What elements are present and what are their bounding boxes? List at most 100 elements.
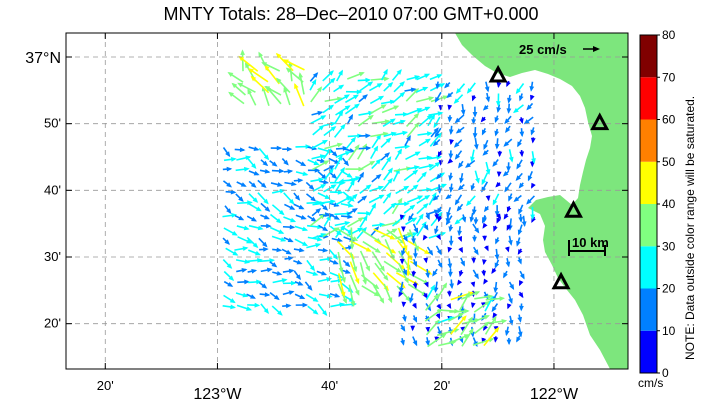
current-vector <box>436 173 442 180</box>
current-vector <box>294 281 304 286</box>
current-vector <box>466 82 476 94</box>
current-vector <box>359 250 371 272</box>
current-vector <box>293 203 305 210</box>
current-vector <box>329 189 344 195</box>
current-vector <box>470 302 476 309</box>
current-vector <box>328 249 339 260</box>
current-vector <box>516 335 521 343</box>
current-vector <box>335 151 352 158</box>
current-vector <box>494 259 500 269</box>
current-vector <box>416 73 431 81</box>
current-vector <box>454 215 466 225</box>
current-vector <box>432 139 441 147</box>
current-vector <box>311 110 324 116</box>
colorbar-tick-label: 10 <box>662 324 676 338</box>
current-vector <box>340 202 354 208</box>
current-vector <box>317 303 328 317</box>
current-vector <box>371 158 382 170</box>
current-vector <box>430 127 439 138</box>
current-vector <box>346 227 364 237</box>
current-vector <box>234 147 246 153</box>
current-vector <box>429 183 448 192</box>
current-vector <box>246 236 259 249</box>
current-vector <box>502 170 510 177</box>
current-vector <box>347 193 358 205</box>
current-vector <box>453 139 463 148</box>
current-vector <box>485 92 491 103</box>
lat-tick-label: 20' <box>44 316 61 331</box>
current-vector <box>412 258 418 268</box>
current-vector <box>484 245 489 252</box>
current-vector <box>359 262 368 285</box>
current-vector <box>295 171 309 176</box>
current-vector <box>271 168 285 174</box>
current-vector <box>402 234 408 242</box>
current-vector <box>227 71 244 83</box>
current-vector <box>517 314 523 323</box>
current-vector <box>284 181 297 187</box>
current-vector <box>461 327 474 347</box>
colorbar-tick-label: 50 <box>662 155 676 169</box>
current-vector <box>222 180 233 188</box>
current-vector <box>493 336 499 343</box>
current-vector <box>223 280 234 287</box>
current-vector <box>432 268 438 277</box>
current-vector <box>434 91 442 103</box>
current-vector <box>324 142 343 150</box>
current-vector <box>307 305 319 315</box>
current-vector <box>508 149 514 163</box>
current-vector <box>269 292 280 301</box>
current-vector <box>423 223 429 231</box>
current-vector <box>496 213 502 220</box>
radar-station-marker <box>563 200 583 218</box>
current-vector <box>506 224 512 231</box>
current-vector <box>306 242 322 249</box>
current-vector <box>415 213 424 226</box>
current-vector <box>381 156 392 171</box>
current-vector <box>235 292 249 298</box>
current-vector <box>295 159 307 167</box>
current-vector <box>361 285 380 297</box>
current-vector <box>237 279 250 285</box>
current-vector <box>369 83 383 92</box>
current-vector <box>248 146 260 151</box>
current-vector <box>334 220 351 227</box>
lat-tick-label: 50' <box>44 116 61 131</box>
current-vector <box>484 315 497 335</box>
current-vector <box>495 93 501 107</box>
current-vector <box>222 166 233 172</box>
current-vector <box>295 214 307 220</box>
current-vector <box>470 281 476 288</box>
current-vector <box>482 105 489 111</box>
current-vector <box>235 193 244 202</box>
current-vector <box>416 96 435 103</box>
current-vector <box>447 104 453 111</box>
current-vector <box>396 285 411 302</box>
current-vector <box>457 279 463 286</box>
current-vector <box>530 127 536 136</box>
current-vector <box>417 131 433 137</box>
current-vector <box>385 252 406 270</box>
current-vector <box>283 216 297 223</box>
current-vector <box>493 225 498 232</box>
current-vector <box>503 138 513 147</box>
current-vector <box>337 251 344 274</box>
current-vector <box>305 270 319 276</box>
current-vector <box>422 234 428 241</box>
current-vector <box>469 212 475 223</box>
current-vector <box>455 126 465 134</box>
current-vector <box>358 133 371 139</box>
current-vector <box>412 336 418 347</box>
current-vector <box>405 87 420 102</box>
current-vector <box>398 291 404 298</box>
current-vector <box>480 116 487 123</box>
scale-bar: 10 km <box>568 235 609 256</box>
current-vector <box>400 247 406 257</box>
current-vector <box>470 149 475 163</box>
current-vector <box>346 179 355 192</box>
current-vector <box>257 179 267 189</box>
current-vector <box>483 205 490 213</box>
current-vector <box>425 284 435 301</box>
colorbar-tick-label: 70 <box>662 70 676 84</box>
